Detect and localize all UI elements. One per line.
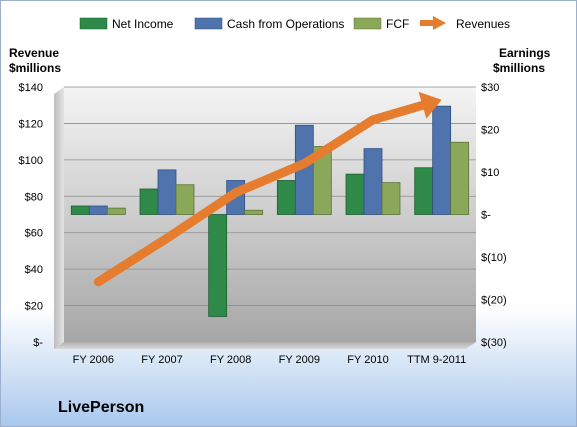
bar-net-income — [208, 214, 228, 317]
right-axis-title-line1: Earnings — [499, 46, 551, 60]
bar-fcf — [106, 207, 126, 215]
gridlines — [64, 86, 476, 306]
bar-cash-from-operations — [88, 205, 108, 215]
bar-fcf — [450, 141, 470, 215]
left-tick-label: $20 — [25, 301, 43, 313]
bar-fcf — [381, 182, 401, 215]
legend-swatch-fcf — [353, 17, 382, 30]
bar-net-income — [139, 188, 159, 215]
left-tick-label: $80 — [25, 191, 43, 203]
x-tick-label: FY 2010 — [347, 354, 388, 366]
bar-net-income — [414, 167, 434, 215]
legend-label-revenues: Revenues — [456, 17, 510, 31]
left-axis-ticks: $140 $120 $100 $80 $60 $40 $20 $- — [19, 82, 44, 349]
bar-fcf — [244, 209, 264, 215]
revenue-line — [93, 91, 442, 287]
left-axis-title-line2: $millions — [9, 61, 61, 75]
left-tick-label: $100 — [19, 155, 43, 167]
x-axis-labels: FY 2006 FY 2007 FY 2008 FY 2009 FY 2010 TTM 9… — [73, 354, 467, 366]
right-axis-title-line2: $millions — [493, 61, 545, 75]
x-tick-label: FY 2006 — [73, 354, 114, 366]
bar-cash-from-operations — [157, 169, 177, 215]
right-tick-label: $(30) — [481, 337, 507, 349]
plot-floor — [54, 342, 476, 349]
legend-label-fcf: FCF — [386, 17, 409, 31]
bar-fcf — [312, 146, 332, 215]
legend-label-cash-from-operations: Cash from Operations — [227, 17, 344, 31]
left-tick-label: $- — [33, 337, 43, 349]
left-tick-label: $40 — [25, 264, 43, 276]
plot-back-wall — [64, 87, 476, 342]
revenue-arrowhead — [418, 91, 442, 119]
left-tick-label: $120 — [19, 118, 43, 130]
x-tick-label: FY 2009 — [279, 354, 320, 366]
x-tick-label: FY 2007 — [141, 354, 182, 366]
bar-cash-from-operations — [432, 105, 452, 215]
left-tick-label: $140 — [19, 82, 43, 94]
bar-net-income — [276, 180, 296, 215]
bar-cash-from-operations — [363, 148, 383, 215]
legend-arrowhead-revenues — [433, 16, 446, 30]
right-tick-label: $10 — [481, 167, 499, 179]
bar-fcf — [175, 184, 195, 215]
bar-net-income — [70, 205, 90, 215]
revenue-line-path — [93, 100, 427, 287]
x-tick-label: FY 2008 — [210, 354, 251, 366]
left-tick-label: $60 — [25, 228, 43, 240]
x-tick-label: TTM 9-2011 — [407, 354, 466, 366]
legend-swatch-cash-from-operations — [194, 17, 223, 30]
right-tick-label: $30 — [481, 82, 499, 94]
bars — [70, 105, 470, 317]
right-axis-ticks: $30 $20 $10 $- $(10) $(20) $(30) — [481, 82, 507, 349]
legend-swatch-net-income — [79, 17, 108, 30]
right-tick-label: $(10) — [481, 252, 507, 264]
legend: Net Income Cash from Operations FCF Reve… — [79, 16, 510, 31]
left-axis-title-line1: Revenue — [9, 46, 59, 60]
right-tick-label: $- — [481, 210, 491, 222]
plot-side-wall — [54, 87, 64, 349]
legend-label-net-income: Net Income — [112, 17, 174, 31]
bar-net-income — [345, 173, 365, 215]
right-tick-label: $20 — [481, 125, 499, 137]
company-name: LivePerson — [58, 399, 145, 416]
right-tick-label: $(20) — [481, 295, 507, 307]
